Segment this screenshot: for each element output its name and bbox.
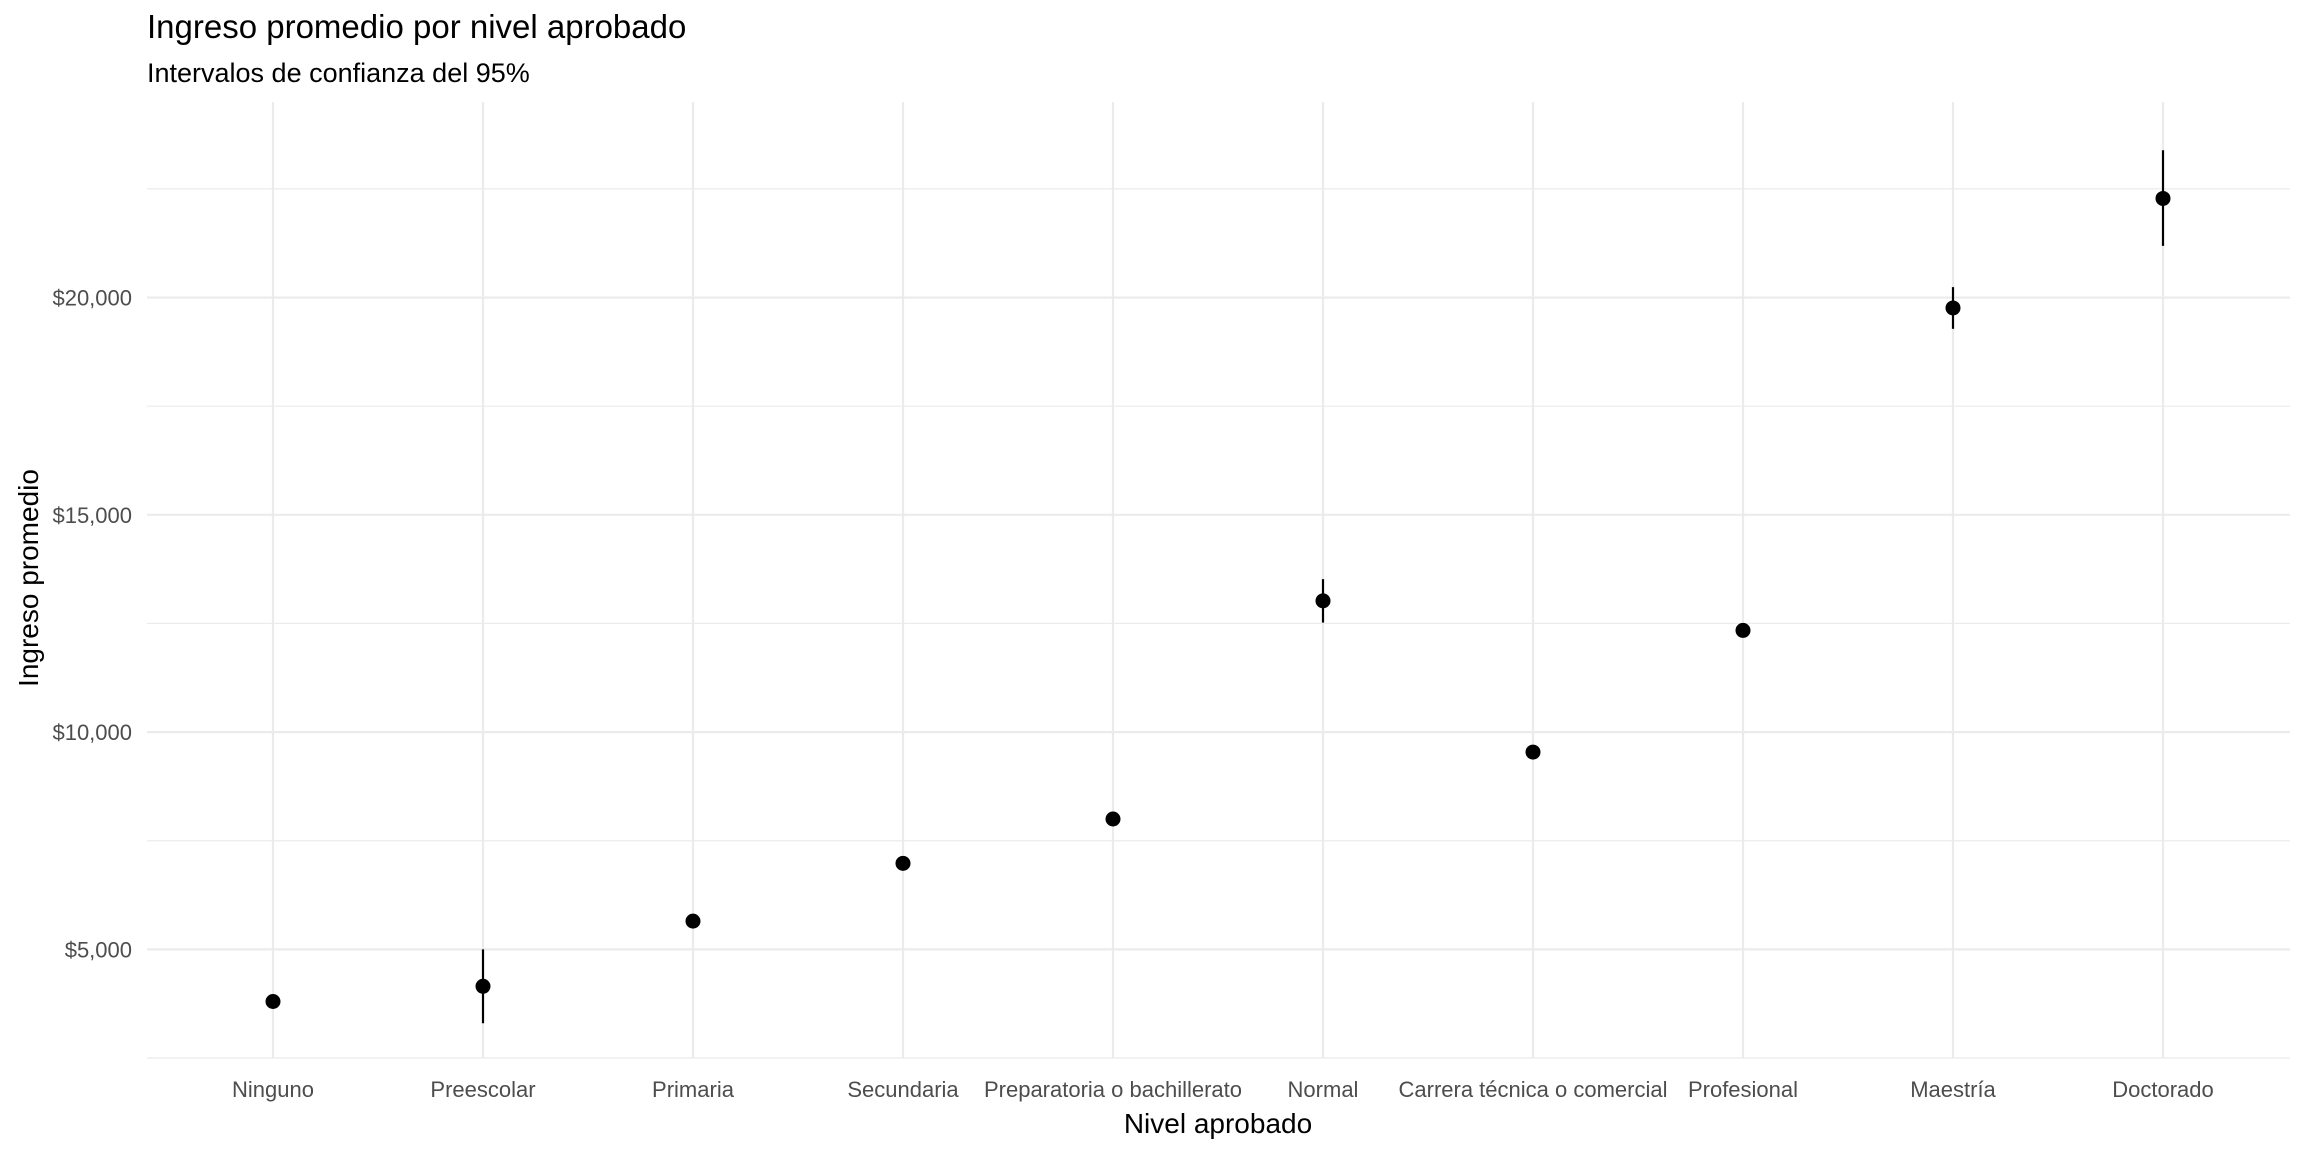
y-tick-label: $20,000	[52, 286, 132, 311]
x-tick-label: Preescolar	[430, 1077, 535, 1102]
data-point	[895, 855, 911, 871]
data-point	[265, 994, 281, 1010]
x-axis-ticks: Ninguno Preescolar Primaria Secundaria Prepa…	[232, 1077, 2214, 1102]
x-tick-label: Doctorado	[2112, 1077, 2214, 1102]
x-tick-label: Preparatoria o bachillerato	[984, 1077, 1242, 1102]
x-axis-title: Nivel aprobado	[1124, 1108, 1312, 1139]
data-point	[475, 978, 491, 994]
x-tick-label: Carrera técnica o comercial	[1399, 1077, 1668, 1102]
y-tick-label: $5,000	[65, 937, 132, 962]
data-point	[1315, 593, 1331, 609]
y-tick-label: $15,000	[52, 503, 132, 528]
x-tick-label: Maestría	[1910, 1077, 1996, 1102]
data-point	[1105, 811, 1121, 827]
x-tick-label: Ninguno	[232, 1077, 314, 1102]
chart-title: Ingreso promedio por nivel aprobado	[147, 8, 687, 45]
data-point	[1525, 744, 1541, 760]
y-axis-ticks: $5,000 $10,000 $15,000 $20,000	[52, 286, 132, 963]
x-tick-label: Primaria	[652, 1077, 735, 1102]
data-points	[265, 190, 2171, 1010]
data-point	[685, 913, 701, 929]
data-point	[2155, 190, 2171, 206]
x-tick-label: Normal	[1288, 1077, 1359, 1102]
error-bars	[271, 150, 2165, 1024]
y-tick-label: $10,000	[52, 720, 132, 745]
data-point	[1735, 622, 1751, 638]
x-tick-label: Profesional	[1688, 1077, 1798, 1102]
data-point	[1945, 300, 1961, 316]
grid-lines	[147, 102, 2290, 1059]
chart-subtitle: Intervalos de confianza del 95%	[147, 58, 530, 88]
y-axis-title: Ingreso promedio	[13, 469, 44, 687]
x-tick-label: Secundaria	[847, 1077, 959, 1102]
